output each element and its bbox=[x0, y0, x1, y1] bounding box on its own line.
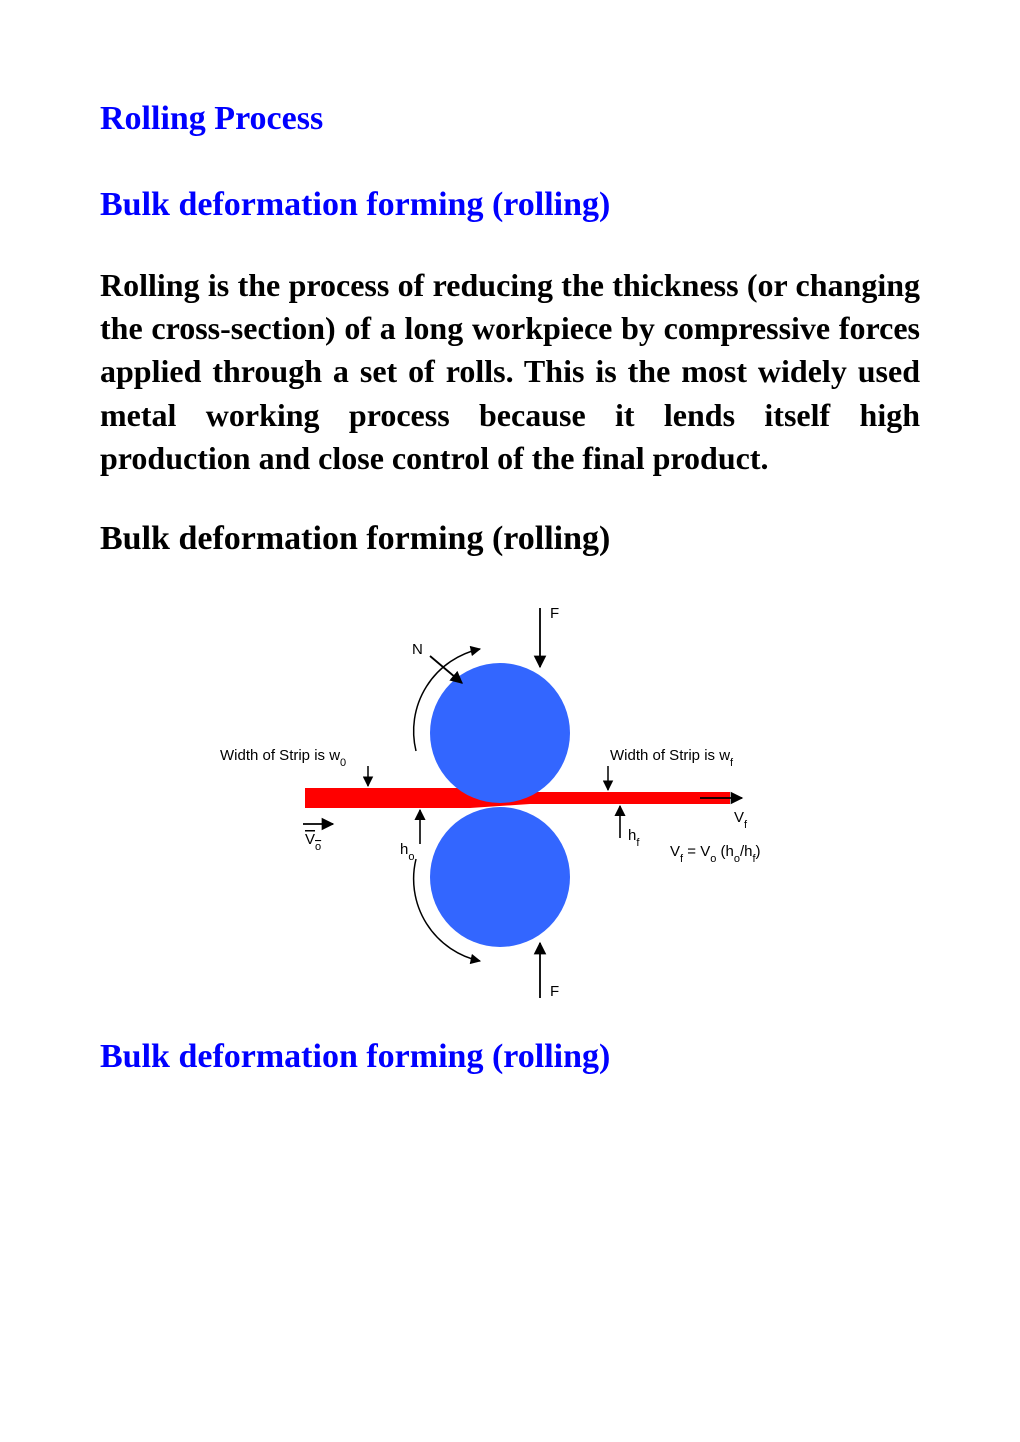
svg-text:Width of Strip is wf: Width of Strip is wf bbox=[610, 747, 734, 769]
svg-text:Vf = Vo (ho/hf): Vf = Vo (ho/hf) bbox=[670, 843, 761, 865]
section-heading-3: Bulk deformation forming (rolling) bbox=[100, 1038, 920, 1076]
section-heading-1: Bulk deformation forming (rolling) bbox=[100, 186, 920, 224]
svg-text:F: F bbox=[550, 983, 559, 1000]
rolling-schematic-svg: F F N Width of Strip is w0 Width of Strip is… bbox=[190, 588, 830, 1008]
svg-text:Width of Strip is w0: Width of Strip is w0 bbox=[220, 747, 346, 769]
svg-text:hf: hf bbox=[628, 827, 640, 849]
svg-text:ho: ho bbox=[400, 841, 414, 863]
rolling-diagram: F F N Width of Strip is w0 Width of Strip is… bbox=[100, 588, 920, 1008]
svg-text:N: N bbox=[412, 641, 423, 658]
page-title: Rolling Process bbox=[100, 100, 920, 138]
svg-text:F: F bbox=[550, 605, 559, 622]
section-heading-2: Bulk deformation forming (rolling) bbox=[100, 520, 920, 558]
svg-text:Vf: Vf bbox=[734, 809, 748, 831]
intro-paragraph: Rolling is the process of reducing the t… bbox=[100, 264, 920, 480]
svg-text:Vo: Vo bbox=[305, 831, 321, 853]
